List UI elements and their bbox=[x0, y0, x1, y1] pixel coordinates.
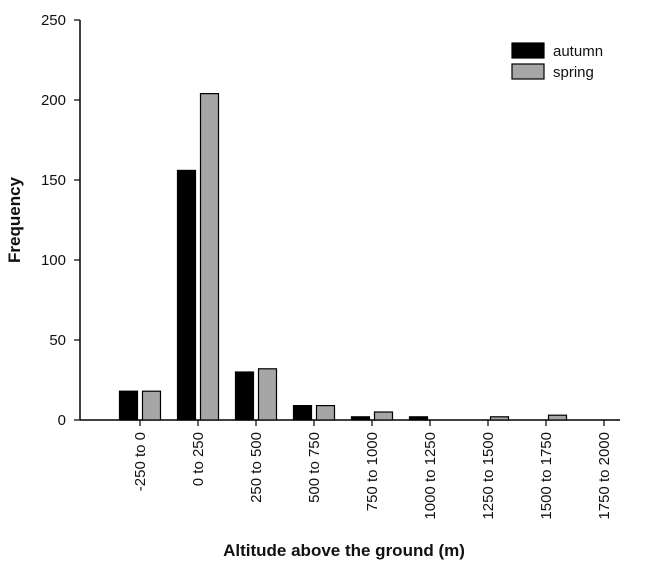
x-tick-label: -250 to 0 bbox=[132, 432, 149, 491]
bar-autumn bbox=[234, 371, 255, 421]
x-tick-label: 1750 to 2000 bbox=[596, 432, 613, 520]
x-axis-title: Altitude above the ground (m) bbox=[223, 541, 465, 560]
legend-label-autumn: autumn bbox=[553, 43, 603, 60]
y-tick-label: 150 bbox=[41, 172, 66, 189]
x-tick-label: 0 to 250 bbox=[190, 432, 207, 486]
bar-spring bbox=[373, 411, 394, 421]
y-tick-label: 50 bbox=[49, 332, 66, 349]
x-tick-label: 750 to 1000 bbox=[364, 432, 381, 511]
bar-autumn bbox=[292, 405, 313, 421]
x-tick-label: 1000 to 1250 bbox=[422, 432, 439, 520]
y-axis-title: Frequency bbox=[5, 176, 24, 263]
bar-autumn bbox=[118, 390, 139, 421]
bar-spring bbox=[547, 414, 568, 421]
bar-spring bbox=[315, 405, 336, 421]
bar-spring bbox=[489, 416, 510, 421]
y-ticks: 0 50 100 150 200 250 bbox=[41, 12, 80, 429]
legend-swatch-autumn bbox=[511, 42, 545, 59]
legend-swatch-spring bbox=[511, 63, 545, 80]
x-tick-label: 1250 to 1500 bbox=[480, 432, 497, 520]
legend-label-spring: spring bbox=[553, 64, 594, 81]
x-ticks: -250 to 0 0 to 250 250 to 500 500 to 750 750… bbox=[132, 420, 613, 520]
bar-spring bbox=[257, 368, 278, 421]
bar-autumn bbox=[176, 169, 197, 421]
y-tick-label: 0 bbox=[58, 412, 66, 429]
y-tick-label: 200 bbox=[41, 92, 66, 109]
x-tick-label: 1500 to 1750 bbox=[538, 432, 555, 520]
bar-spring bbox=[199, 92, 220, 421]
bar-autumn bbox=[350, 416, 371, 421]
y-tick-label: 100 bbox=[41, 252, 66, 269]
x-tick-label: 500 to 750 bbox=[306, 432, 323, 503]
y-tick-label: 250 bbox=[41, 12, 66, 29]
bar-autumn bbox=[408, 416, 429, 421]
bar-spring bbox=[141, 390, 162, 421]
bars bbox=[118, 92, 568, 421]
x-tick-label: 250 to 500 bbox=[248, 432, 265, 503]
legend: autumn spring bbox=[511, 42, 603, 81]
